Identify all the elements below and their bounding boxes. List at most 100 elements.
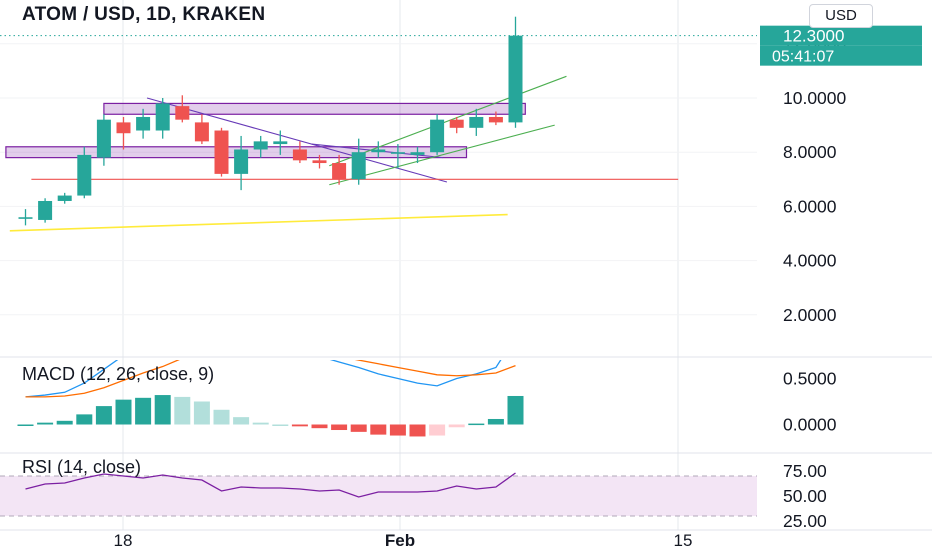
candle [449,116,464,134]
candle-body [351,152,366,180]
macd-histogram-bar [193,401,210,425]
macd-histogram-bar [350,424,367,432]
candle [175,95,190,123]
macd-histogram-bar [115,399,132,425]
candle-body [430,119,445,153]
candle [38,198,53,223]
macd-tick-label: 0.5000 [783,369,837,389]
candle-body [96,119,111,158]
candle-body [312,160,327,164]
macd-histogram-bar [17,424,34,426]
macd-tick-label: 0.0000 [783,415,837,435]
trend-line-green [329,75,567,167]
macd-histogram-bar [291,424,308,427]
candle [214,127,229,177]
resistance-zone-0 [103,102,526,115]
countdown-text: 05:41:07 [772,49,834,66]
macd-histogram-bar [272,424,289,426]
candle-body [508,35,523,123]
candle [312,154,327,169]
macd-histogram-bar [56,420,73,425]
candle [116,116,131,150]
macd-histogram-bar [507,395,524,425]
candle [234,135,249,191]
candle [488,111,503,126]
candle-body [18,217,33,219]
candle-body [332,163,347,180]
macd-label: MACD (12, 26, close, 9) [22,364,215,384]
macd-histogram-bar [389,424,406,436]
macd-histogram-bar [213,409,230,425]
candle [136,108,151,139]
candle [430,114,445,155]
candle [390,144,405,169]
price-badge [760,25,922,46]
candle-body [488,116,503,123]
macd-histogram-bar [468,423,485,426]
currency-button[interactable]: USD [809,4,873,28]
candle-body [449,119,464,128]
candle-body [136,116,151,131]
candle [469,108,484,136]
candle-body [175,106,190,120]
candle [371,141,386,158]
rsi-band [0,476,757,516]
candle-body [292,149,307,161]
macd-histogram-bar [370,424,387,435]
macd-histogram-bar [448,424,465,428]
macd-histogram-bar [311,424,328,429]
rsi-tick-label: 75.00 [783,461,827,481]
candle [77,146,92,199]
time-tick-label: 15 [674,531,693,550]
trend-line-purple [146,97,448,183]
trend-line-yellow [9,213,508,232]
candle [57,192,72,204]
countdown-badge [760,45,922,66]
candle-body [57,195,72,201]
candle [18,209,33,226]
macd-histogram-bar [409,424,426,437]
candle [292,141,307,164]
candle [508,16,523,128]
macd-lines [25,360,516,398]
macd-histogram-bar [95,406,112,425]
candle-body [410,152,425,155]
time-tick-label: Feb [385,531,415,550]
macd-histogram-bar [135,397,152,425]
candle-body [273,141,288,145]
candle-body [155,103,170,131]
candle-body [390,152,405,154]
macd-histogram-bar [429,424,446,436]
macd-histogram-bar [154,395,171,425]
rsi-line [25,472,516,498]
macd-histogram-bar [37,422,54,425]
candle-body [38,200,53,220]
rsi-tick-label: 25.00 [783,511,827,531]
candle [332,154,347,185]
candle-body [214,130,229,174]
rsi-label: RSI (14, close) [22,457,142,477]
macd-histogram-bar [331,424,348,431]
macd-histogram-bar [76,414,93,425]
candle-body [253,141,268,150]
candle-body [194,122,209,142]
signal-line [25,360,516,398]
macd-histogram-bar [487,418,504,425]
time-tick-label: 18 [114,531,133,550]
candle-body [469,116,484,128]
macd-histogram-bar [174,396,191,425]
macd-histogram-bar [252,422,269,425]
candle-body [116,122,131,134]
macd-line [25,360,502,398]
trend-line-green [329,124,555,186]
candle [410,146,425,164]
price-tick-label: 10.0000 [783,88,847,108]
candle [253,135,268,158]
candle [194,114,209,145]
candle-body [234,149,249,174]
candle [351,138,366,185]
price-badge-text: 12.3000 [783,27,844,46]
price-tick-label: 2.0000 [783,305,837,325]
candle-body [371,149,386,153]
